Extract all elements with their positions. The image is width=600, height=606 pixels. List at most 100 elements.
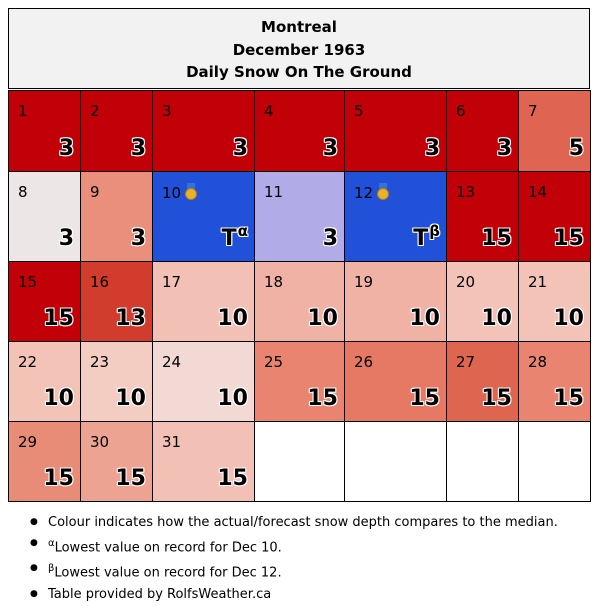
day-number: 12 [354,183,390,202]
snow-value: 3 [58,136,74,161]
day-cell-21: 21 10 [518,261,591,342]
snow-value: 3 [424,136,440,161]
snow-value: 10 [217,386,248,411]
day-cell-19: 19 10 [344,261,447,342]
day-number: 8 [18,183,28,201]
note-provided-text: Table provided by RolfsWeather.ca [48,586,272,602]
snow-value: 15 [217,466,248,491]
snow-value: 10 [217,306,248,331]
day-cell-26: 26 15 [344,341,447,422]
day-cell-31: 31 15 [152,421,255,502]
day-number: 23 [90,353,110,371]
day-number: 7 [528,102,538,120]
note-beta: βLowest value on record for Dec 12. [30,558,558,583]
day-number: 15 [18,273,38,291]
day-number: 1 [18,102,28,120]
note-colour: Colour indicates how the actual/forecast… [30,512,558,533]
day-cell-15: 15 15 [8,261,81,342]
snow-value: 10 [553,306,584,331]
snow-value: 3 [496,136,512,161]
day-cell-28: 28 15 [518,341,591,422]
snow-value: 15 [307,386,338,411]
note-colour-text: Colour indicates how the actual/forecast… [48,515,558,530]
snow-value: 15 [481,386,512,411]
snow-value: 10 [115,386,146,411]
day-cell-17: 17 10 [152,261,255,342]
day-number: 6 [456,102,466,120]
day-number: 3 [162,102,172,120]
day-number: 16 [90,273,110,291]
snow-value: 3 [322,136,338,161]
empty-cell [344,421,447,502]
snow-value: 3 [130,136,146,161]
snow-value: 15 [43,306,74,331]
snow-value: Tβ [413,222,440,251]
snow-value: 5 [568,136,584,161]
snow-value: 10 [409,306,440,331]
notes-list: Colour indicates how the actual/forecast… [30,512,558,605]
day-cell-25: 25 15 [254,341,345,422]
day-number: 17 [162,273,182,291]
snow-value: 15 [409,386,440,411]
day-number: 19 [354,273,374,291]
day-number: 2 [90,102,100,120]
day-number: 30 [90,433,110,451]
day-cell-23: 23 10 [80,341,153,422]
day-number: 29 [18,433,38,451]
snow-value: 15 [115,466,146,491]
snow-value: 15 [43,466,74,491]
day-cell-10: 10 Tα [152,171,255,262]
day-number: 9 [90,183,100,201]
note-alpha-mark: α [48,538,55,549]
day-number: 25 [264,353,284,371]
day-cell-24: 24 10 [152,341,255,422]
note-alpha-text: Lowest value on record for Dec 10. [54,540,282,556]
day-cell-22: 22 10 [8,341,81,422]
day-number: 28 [528,353,548,371]
day-cell-29: 29 15 [8,421,81,502]
record-note-mark: β [429,222,440,240]
snow-value: 10 [43,386,74,411]
snow-value: 10 [307,306,338,331]
empty-cell [446,421,519,502]
day-cell-11: 11 3 [254,171,345,262]
day-cell-14: 14 15 [518,171,591,262]
title-city: Montreal [261,18,337,36]
snow-value: 15 [481,226,512,251]
day-number: 20 [456,273,476,291]
day-number: 26 [354,353,374,371]
medal-icon [376,183,390,201]
note-provided: Table provided by RolfsWeather.ca [30,584,558,605]
snow-value: 3 [130,226,146,251]
snow-value: Tα [221,222,248,251]
note-beta-mark: β [48,563,55,575]
record-note-mark: α [237,222,248,240]
day-cell-30: 30 15 [80,421,153,502]
day-number: 14 [528,183,548,201]
empty-cell [518,421,591,502]
medal-icon [184,183,198,201]
day-number: 11 [264,183,284,201]
day-number: 18 [264,273,284,291]
snow-value: 13 [115,306,146,331]
title-month: December 1963 [232,40,366,59]
day-number: 4 [264,102,274,120]
day-cell-12: 12 Tβ [344,171,447,262]
snow-value: 10 [481,306,512,331]
snow-value: 15 [553,226,584,251]
day-number: 24 [162,353,182,371]
day-number: 5 [354,102,364,120]
day-cell-20: 20 10 [446,261,519,342]
day-number: 22 [18,353,38,371]
day-number: 21 [528,273,548,291]
day-number: 10 [162,183,198,202]
day-cell-13: 13 15 [446,171,519,262]
